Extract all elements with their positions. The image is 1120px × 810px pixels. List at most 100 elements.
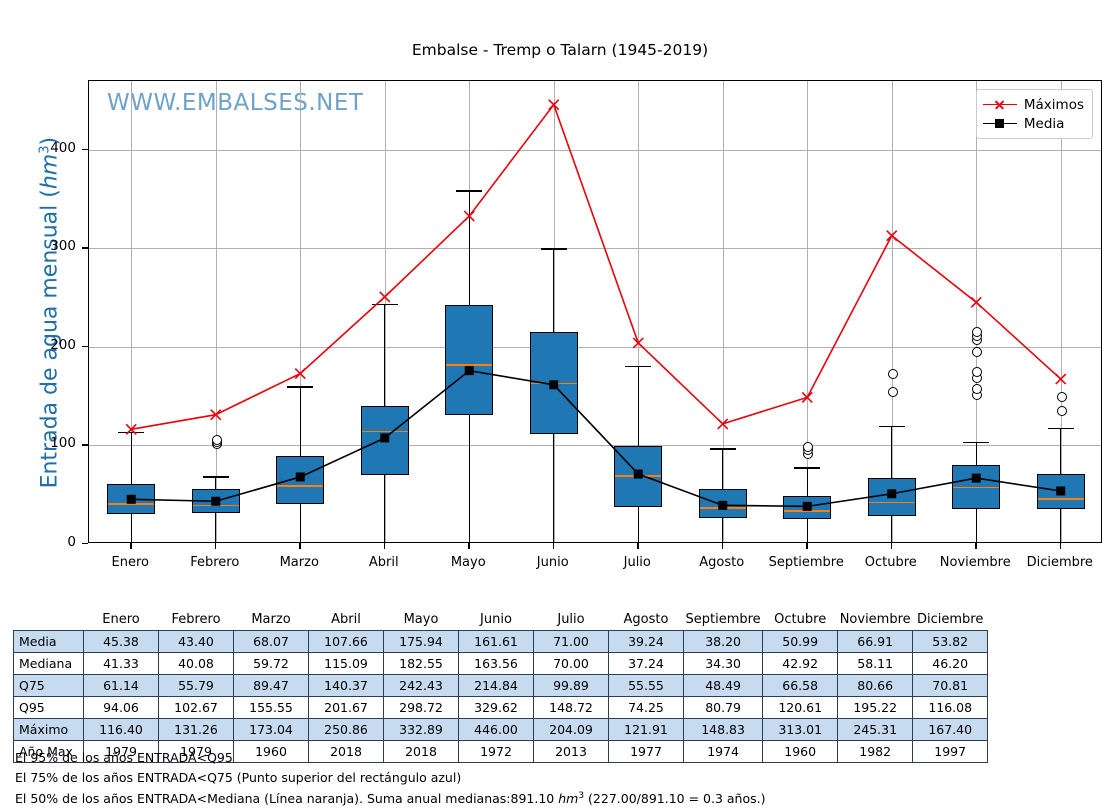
whisker-cap-upper: [371, 303, 398, 306]
x-axis-tick-label: Febrero: [190, 555, 240, 570]
whisker-lower: [1060, 508, 1062, 542]
table-cell: 245.31: [837, 718, 914, 741]
table-row: Q95 94.06 102.67 155.55 201.67 298.72 329.62 14…: [13, 696, 989, 719]
whisker-upper: [384, 303, 386, 406]
whisker-cap-upper: [963, 441, 990, 444]
table-cell: 99.89: [533, 674, 609, 697]
table-column-header: Octubre: [774, 611, 827, 627]
whisker-upper: [553, 248, 555, 333]
table-cell: 66.91: [837, 630, 914, 653]
box-iqr: [445, 305, 494, 415]
grid-line-vertical: [722, 81, 724, 542]
marker-x-icon: [1055, 373, 1067, 385]
table-cell: 89.47: [233, 674, 309, 697]
grid-line-vertical: [891, 81, 893, 542]
table-cell: 43.40: [158, 630, 234, 653]
whisker-lower: [130, 513, 132, 542]
table-cell: 116.40: [83, 718, 159, 741]
x-axis-tick-mark: [214, 543, 217, 549]
table-row: Mediana 41.33 40.08 59.72 115.09 182.55 163.56…: [13, 652, 989, 675]
table-header-row: Enero Febrero Marzo Abril Mayo Junio Julio Agos…: [14, 608, 988, 631]
table-column-header: Enero: [102, 611, 140, 627]
whisker-upper: [722, 448, 724, 490]
x-axis-tick-mark: [637, 543, 639, 549]
x-axis-tick-mark: [552, 543, 555, 549]
legend-item-media[interactable]: Media: [982, 114, 1084, 133]
marker-x-icon: [379, 291, 391, 303]
table-corner-cell: [14, 608, 84, 631]
y-axis-tick-label: 100: [50, 435, 76, 452]
x-axis-tick-mark: [975, 543, 977, 549]
legend-label-maximos: Máximos: [1023, 96, 1084, 113]
table-cell: 131.26: [158, 718, 234, 741]
whisker-lower: [891, 516, 893, 542]
outlier-point: [972, 384, 983, 395]
boxplot-chart-area: WWW.EMBALSES.NET Máximos Media: [88, 80, 1102, 543]
table-cell: 42.92: [762, 652, 839, 675]
whisker-upper: [468, 190, 470, 306]
legend-item-maximos[interactable]: Máximos: [982, 95, 1084, 114]
table-cell: 1960: [233, 740, 309, 763]
outlier-point: [972, 346, 983, 357]
median-line: [446, 364, 493, 366]
table-cell: 68.07: [233, 630, 309, 653]
table-cell: 121.91: [608, 718, 684, 741]
x-axis-tick-label: Enero: [111, 555, 149, 570]
marker-x-icon: [970, 296, 982, 308]
table-row-header: Mediana: [13, 652, 84, 675]
median-line: [1037, 498, 1084, 501]
table-row-header: Q95: [13, 696, 84, 719]
marker-square-icon: [633, 469, 643, 479]
table-cell: 46.20: [912, 652, 989, 675]
legend[interactable]: Máximos Media: [975, 89, 1093, 139]
table-cell: 1979: [83, 740, 159, 763]
footnote-mediana-b: (227.00/891.10 = 0.3 años.): [584, 791, 766, 807]
table-cell: 195.22: [837, 696, 914, 719]
y-axis-tick-mark: [82, 543, 88, 545]
whisker-upper: [130, 431, 132, 484]
table-column-header: Septiembre: [685, 611, 761, 627]
whisker-cap-upper: [540, 248, 567, 251]
table-column-header: Abril: [331, 611, 361, 627]
table-cell: 71.00: [533, 630, 609, 653]
grid-line-vertical: [1060, 81, 1062, 542]
marker-square-icon: [126, 494, 136, 504]
whisker-upper: [299, 386, 301, 456]
table-column-header: Junio: [480, 611, 512, 627]
table-cell: 70.00: [533, 652, 609, 675]
grid-line-vertical: [215, 81, 217, 542]
table-row-header: Máximo: [13, 718, 84, 741]
table-cell: 242.43: [383, 674, 459, 697]
table-cell: 50.99: [762, 630, 839, 653]
outlier-point: [1056, 406, 1067, 417]
whisker-upper: [806, 467, 808, 497]
marker-x-icon: [717, 418, 729, 430]
whisker-lower: [975, 508, 977, 542]
y-axis-unit: hm: [37, 153, 63, 190]
table-cell: 313.01: [762, 718, 839, 741]
table-column-header: Mayo: [403, 611, 439, 627]
table-cell: 116.08: [912, 696, 989, 719]
table-cell: 204.09: [533, 718, 609, 741]
table-cell: 250.86: [308, 718, 384, 741]
whisker-cap-upper: [709, 448, 736, 451]
marker-x-icon: [210, 409, 222, 421]
whisker-cap-upper: [794, 467, 821, 469]
table-cell: 161.61: [458, 630, 534, 653]
grid-line-vertical: [131, 81, 133, 542]
marker-x-icon: [294, 367, 306, 380]
grid-line-horizontal: [89, 149, 1101, 151]
whisker-cap-upper: [625, 365, 652, 368]
whisker-cap-upper: [202, 476, 229, 478]
table-cell: 1972: [458, 740, 534, 763]
grid-line-vertical: [638, 81, 640, 542]
table-cell: 53.82: [912, 630, 989, 653]
marker-square-icon: [1056, 486, 1066, 496]
marker-x-icon: [125, 423, 137, 435]
table-cell: 59.72: [233, 652, 309, 675]
table-cell: 74.25: [608, 696, 684, 719]
footnote-unit: hm: [558, 791, 579, 807]
marker-x-icon: [632, 337, 644, 349]
table-cell: 55.79: [158, 674, 234, 697]
whisker-upper: [637, 365, 639, 446]
